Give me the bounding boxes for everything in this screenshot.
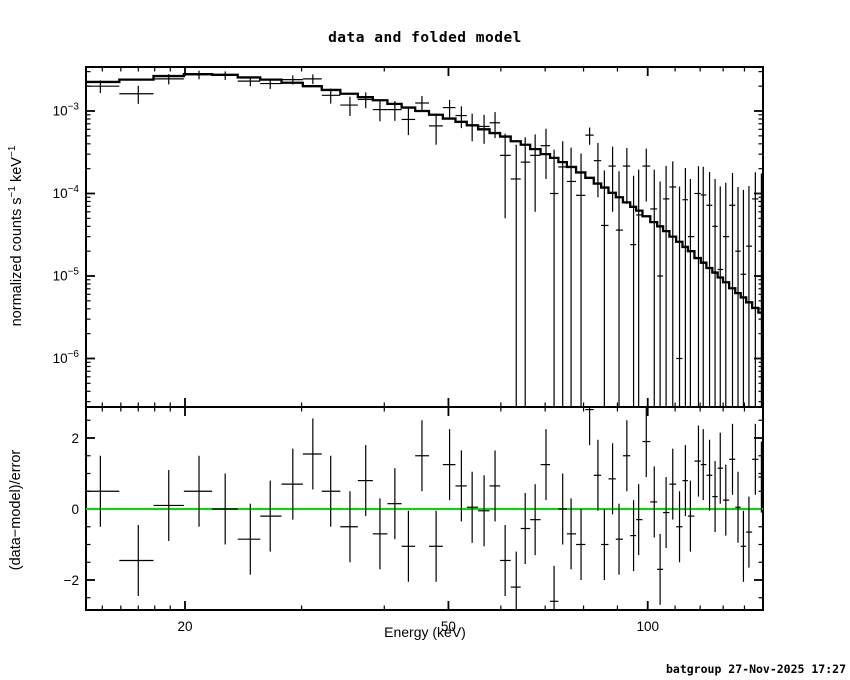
timestamp-footer: batgroup 27-Nov-2025 17:27 xyxy=(665,662,846,676)
axis-ticks xyxy=(86,67,763,610)
x-axis-label: Energy (keV) xyxy=(384,624,466,640)
svg-text:10−3: 10−3 xyxy=(53,102,80,119)
y-axis-label-sup1: −1 xyxy=(7,186,19,198)
svg-text:−2: −2 xyxy=(64,573,79,588)
model-step-line xyxy=(86,72,763,314)
y-axis-label-top-text2: keV xyxy=(8,157,25,187)
tick-labels: 20 50 100 10−3 10−4 10−5 10−6 −2 0 2 xyxy=(53,102,659,635)
svg-text:20: 20 xyxy=(177,619,192,634)
residual-data-points xyxy=(86,407,763,610)
svg-text:2: 2 xyxy=(71,431,79,446)
y-axis-label-bottom: (data−model)/error xyxy=(8,449,24,571)
svg-text:10−4: 10−4 xyxy=(53,184,80,201)
svg-text:0: 0 xyxy=(71,502,79,517)
svg-text:10−6: 10−6 xyxy=(53,349,80,366)
plot-title: data and folded model xyxy=(328,30,522,46)
y-axis-label-sup2: −1 xyxy=(7,145,19,158)
panel-frames xyxy=(85,66,764,611)
y-axis-label-top: normalized counts s−1 keV−1 xyxy=(7,146,25,327)
svg-text:100: 100 xyxy=(636,619,659,634)
svg-text:50: 50 xyxy=(441,619,456,634)
svg-text:10−5: 10−5 xyxy=(53,267,80,284)
y-axis-label-top-text: normalized counts s xyxy=(8,197,25,327)
spectrum-data-points xyxy=(86,70,763,407)
